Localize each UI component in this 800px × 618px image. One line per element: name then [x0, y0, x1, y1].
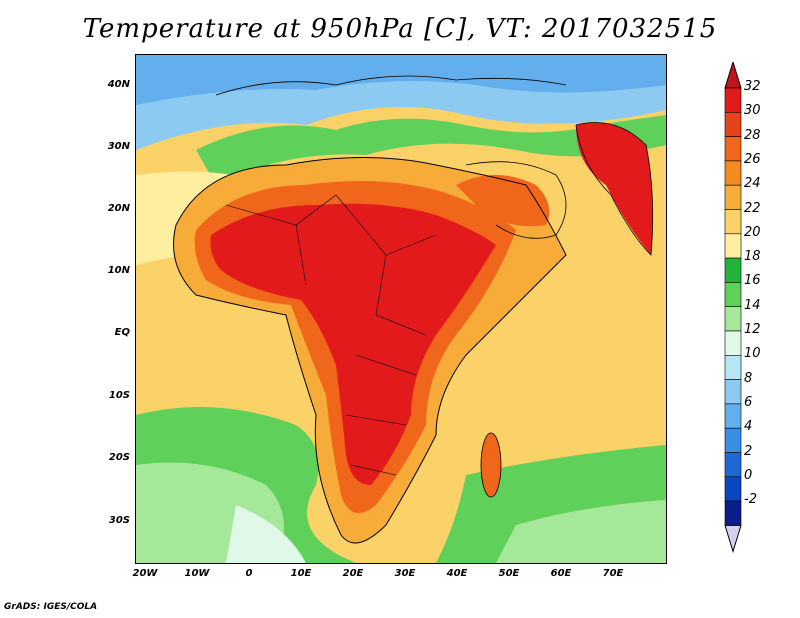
colorbar-label: 0: [744, 467, 753, 483]
lon-tick-70e: 70E: [602, 568, 624, 579]
colorbar-label: 2: [744, 443, 753, 459]
credit-text: GrADS: IGES/COLA: [4, 602, 98, 612]
chart-title: Temperature at 950hPa [C], VT: 201703251…: [82, 14, 718, 44]
colorbar-swatch: [724, 379, 742, 405]
colorbar-label: 26: [744, 151, 761, 167]
colorbar-swatch: [724, 184, 742, 210]
colorbar-bottom-arrow: [724, 524, 742, 554]
lat-tick-30n: 30N: [107, 141, 130, 152]
colorbar-swatch: [724, 111, 742, 137]
africa-hottest: [210, 203, 496, 485]
colorbar-swatch: [724, 160, 742, 186]
south-indian-cooler: [496, 500, 666, 563]
lon-tick-20w: 20W: [132, 568, 158, 579]
lon-tick-20e: 20E: [342, 568, 364, 579]
lat-tick-20s: 20S: [108, 452, 130, 463]
colorbar-swatch: [724, 209, 742, 235]
india-coastline: [575, 122, 654, 256]
lon-tick-40e: 40E: [446, 568, 468, 579]
colorbar-swatch: [724, 136, 742, 162]
colorbar-label: 24: [744, 176, 761, 192]
mild-north-band: [196, 115, 666, 185]
lat-tick-30s: 30S: [108, 515, 130, 526]
colorbar-label: 30: [744, 103, 761, 119]
lon-tick-30e: 30E: [394, 568, 416, 579]
madagascar: [481, 433, 501, 497]
colorbar-swatch: [724, 452, 742, 478]
lat-tick-10s: 10S: [108, 390, 130, 401]
map-plot-area: [135, 54, 667, 564]
lon-tick-10w: 10W: [184, 568, 210, 579]
colorbar-label: 22: [744, 200, 761, 216]
africa-coastline: [173, 157, 567, 544]
colorbar-swatch: [724, 403, 742, 429]
colorbar-label: -2: [744, 492, 757, 508]
lon-tick-60e: 60E: [550, 568, 572, 579]
colorbar-label: 14: [744, 297, 761, 313]
colorbar-label: 12: [744, 322, 761, 337]
colorbar-label: 32: [744, 79, 761, 94]
lat-tick-40n: 40N: [107, 79, 130, 90]
colorbar-label: 16: [744, 273, 761, 289]
lat-tick-eq: EQ: [114, 327, 130, 338]
india-hot: [576, 122, 653, 255]
colder-north-band: [136, 55, 666, 105]
europe-coastline: [215, 75, 567, 96]
colorbar-swatch: [724, 330, 742, 356]
lat-tick-10n: 10N: [107, 265, 130, 276]
colorbar-top-arrow: [724, 62, 742, 89]
colorbar-swatch: [724, 87, 742, 113]
lat-tick-20n: 20N: [107, 203, 130, 214]
south-atlantic-coolest: [226, 505, 306, 563]
colorbar-swatch: [724, 354, 742, 380]
arabia-hot: [456, 175, 550, 227]
colorbar-label: 28: [744, 127, 761, 143]
temperature-field: [136, 55, 666, 563]
colorbar-swatch: [724, 500, 742, 526]
colorbar-swatch: [724, 427, 742, 453]
colorbar-swatch: [724, 306, 742, 332]
colorbar-label: 10: [744, 346, 761, 362]
lon-tick-50e: 50E: [498, 568, 520, 579]
colorbar-label: 20: [744, 224, 761, 240]
lon-tick-0: 0: [245, 568, 253, 579]
arabia-coastline: [465, 161, 567, 239]
lon-tick-10e: 10E: [290, 568, 312, 579]
colorbar-swatch: [724, 282, 742, 307]
madagascar-coastline: [480, 432, 502, 498]
colorbar-label: 18: [744, 249, 761, 265]
colorbar-swatch: [724, 476, 742, 502]
colorbar-label: 8: [744, 370, 753, 386]
colorbar-label: 6: [744, 394, 753, 410]
colorbar-swatch: [724, 257, 742, 283]
colorbar-label: 4: [744, 419, 753, 435]
colorbar-swatch: [724, 233, 742, 259]
colorbar: [724, 62, 742, 554]
country-borders: [225, 194, 437, 476]
